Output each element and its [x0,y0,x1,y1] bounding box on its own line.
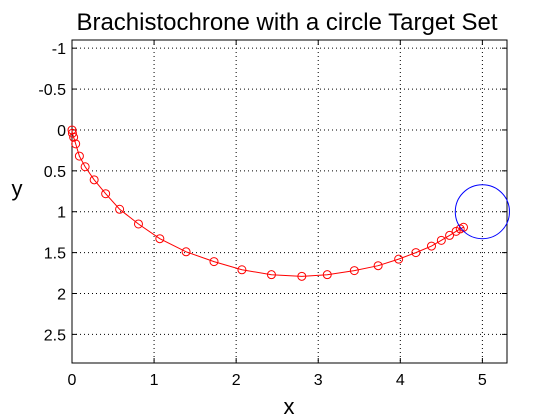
data-point [67,128,77,138]
data-point [445,230,455,240]
data-point [181,247,191,257]
y-axis-label: y [12,176,23,201]
data-point [373,261,383,271]
data-point [349,266,359,276]
data-point [133,219,143,229]
x-tick-label: 3 [314,372,323,389]
y-tick-label: 0.5 [44,164,66,181]
data-point [266,270,276,280]
data-point [237,265,247,275]
data-point [71,139,81,149]
y-tick-label: 2 [57,286,66,303]
data-point [155,234,165,244]
target-circle [454,184,510,240]
data-point [297,271,307,281]
x-tick-label: 0 [68,372,77,389]
x-tick-labels: 0 1 2 3 4 5 [68,372,487,389]
data-point [101,189,111,199]
series-line [71,129,464,277]
x-tick-label: 5 [478,372,487,389]
x-tick-label: 1 [150,372,159,389]
y-tick-label: -1 [52,41,66,58]
y-tick-labels: -1 -0.5 0 0.5 1 1.5 2 2.5 [38,41,66,344]
x-tick-label: 2 [232,372,241,389]
chart-title: Brachistochrone with a circle Target Set [76,9,497,36]
data-point [80,162,90,172]
target-layer [454,184,510,240]
grid-lines [72,40,507,363]
data-point [322,270,332,280]
y-tick-label: -0.5 [38,82,66,99]
data-point [209,257,219,267]
x-axis-label: x [284,394,295,419]
x-tick-label: 4 [396,372,405,389]
y-tick-label: 1 [57,205,66,222]
y-tick-label: 2.5 [44,327,66,344]
data-point [436,235,446,245]
data-point [115,204,125,214]
data-point [74,151,84,161]
data-point [89,175,99,185]
data-point [411,248,421,258]
data-point [426,241,436,251]
axis-ticks [71,40,507,363]
series-layer [67,125,468,281]
data-point [69,132,79,142]
y-tick-label: 1.5 [44,246,66,263]
plot-frame [71,39,508,364]
y-tick-label: 0 [57,123,66,140]
data-point [394,254,404,264]
